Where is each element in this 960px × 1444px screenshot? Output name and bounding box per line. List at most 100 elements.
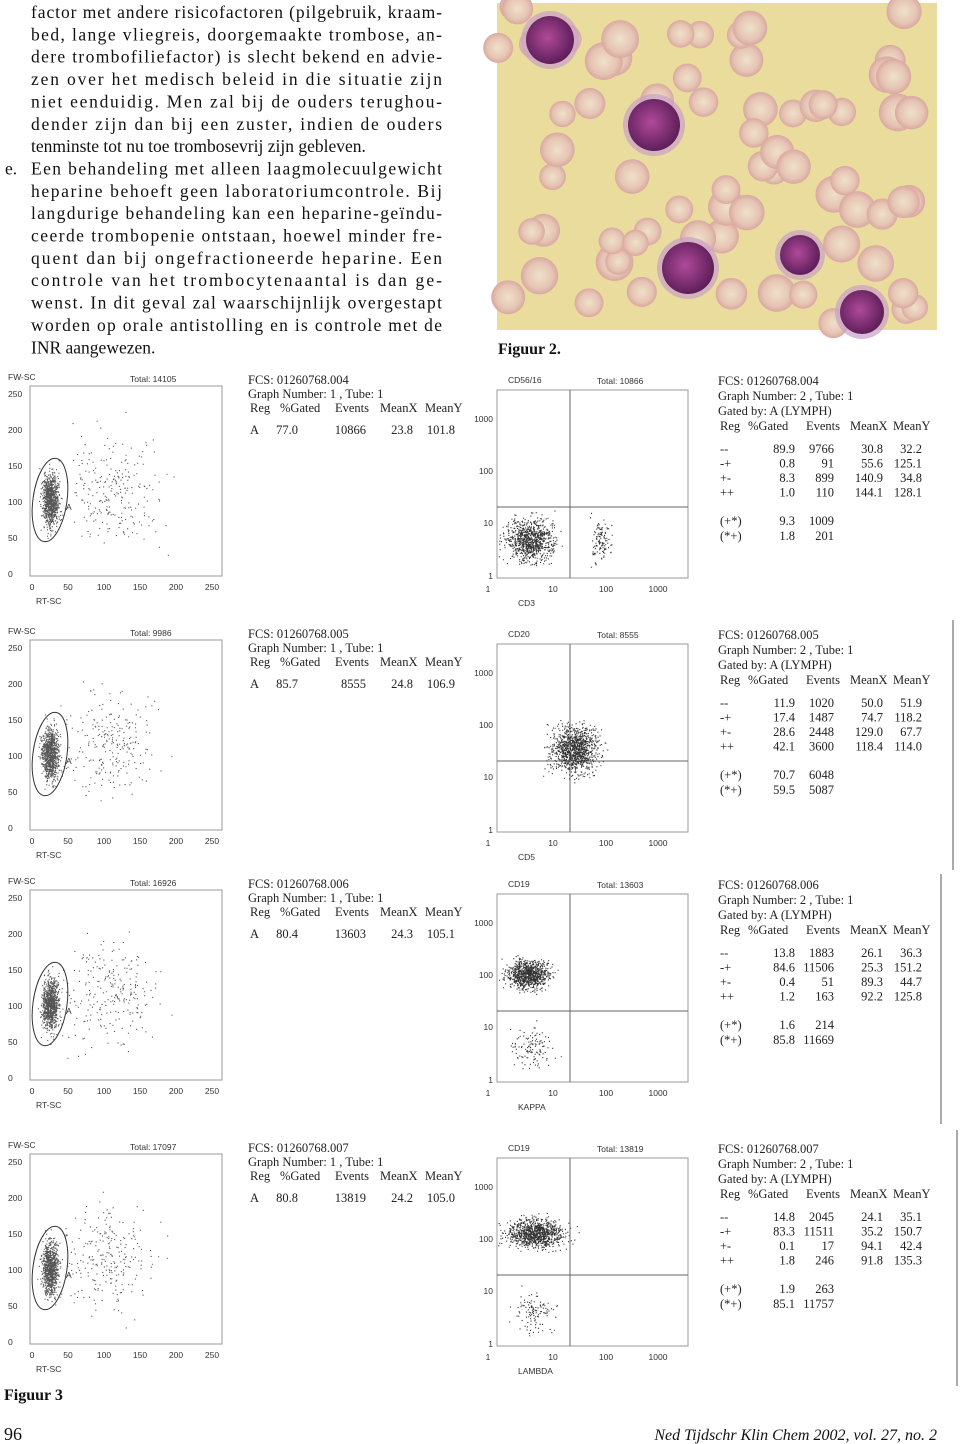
paragraph-line: controle van het trombocytenaantal is da… — [31, 270, 442, 290]
stats-line: Graph Number: 1 , Tube: 1 — [248, 891, 383, 905]
stats-value: +- — [720, 975, 731, 989]
paragraph-line: zen over het medisch beleid in die situa… — [31, 69, 442, 89]
y-tick-label: 50 — [8, 1301, 18, 1311]
y-tick-label: 100 — [8, 751, 22, 761]
stats-value: 106.9 — [427, 677, 455, 691]
x-axis-label: KAPPA — [518, 1102, 546, 1112]
stats-value: 85.1 — [773, 1297, 795, 1311]
stats-value: -+ — [720, 961, 731, 975]
stats-value: 44.7 — [900, 975, 922, 989]
y-tick-label: 50 — [8, 787, 18, 797]
stats-value: 150.7 — [894, 1225, 922, 1239]
stats-value: 92.2 — [861, 990, 883, 1004]
red-cell — [886, 0, 922, 30]
stats-value: 105.0 — [427, 1191, 455, 1205]
stats-value: 80.4 — [276, 927, 299, 941]
x-tick-label: 1 — [486, 838, 491, 848]
stats-header: MeanX — [380, 1169, 418, 1183]
red-cell — [549, 100, 576, 128]
stats-value: 10866 — [335, 423, 366, 437]
stats-line: FCS: 01260768.007 — [718, 1142, 819, 1156]
gate-label: A — [66, 1006, 72, 1016]
red-cell — [626, 276, 657, 307]
red-cell — [776, 149, 811, 184]
x-tick-label: 1000 — [649, 1352, 668, 1362]
total-label: Total: 13819 — [597, 1144, 644, 1154]
stats-header: Events — [335, 655, 369, 669]
stats-header: MeanY — [425, 655, 463, 669]
x-tick-label: 200 — [169, 836, 183, 846]
red-cell — [672, 63, 702, 93]
red-cell — [539, 163, 566, 191]
x-tick-label: 250 — [205, 1350, 219, 1360]
stats-value: 89.9 — [773, 442, 795, 456]
x-tick-label: 50 — [63, 1350, 73, 1360]
stats-header: MeanX — [380, 655, 418, 669]
y-tick-label: 100 — [479, 466, 493, 476]
red-cell — [789, 280, 818, 309]
stats-line: Graph Number: 2 , Tube: 1 — [718, 1157, 853, 1171]
y-tick-label: 0 — [8, 569, 13, 579]
y-tick-label: 250 — [8, 1157, 22, 1167]
stats-value: 140.9 — [855, 471, 883, 485]
y-tick-label: 10 — [484, 1286, 494, 1296]
stats-value: 118.2 — [894, 711, 922, 725]
stats-header: %Gated — [748, 923, 789, 937]
x-tick-label: 1 — [486, 1352, 491, 1362]
y-tick-label: 100 — [479, 970, 493, 980]
stats-header: MeanX — [850, 923, 888, 937]
x-tick-label: 10 — [548, 1352, 558, 1362]
stats-line: Graph Number: 1 , Tube: 1 — [248, 641, 383, 655]
stats-header: Events — [806, 673, 840, 687]
gate-region — [31, 711, 69, 797]
red-cell — [857, 245, 895, 282]
x-tick-label: 100 — [97, 836, 111, 846]
x-tick-label: 1 — [486, 584, 491, 594]
stats-header: MeanY — [893, 923, 931, 937]
x-tick-label: 100 — [599, 1088, 613, 1098]
scatter-dots — [498, 510, 613, 568]
cell-nucleus — [780, 235, 820, 275]
red-cell — [598, 227, 626, 255]
y-tick-label: 150 — [8, 715, 22, 725]
paragraph-line: quent dan bij ongefractioneerde heparine… — [31, 248, 442, 268]
plot-frame — [29, 1153, 223, 1345]
y-axis-label: FW-SC — [8, 876, 36, 886]
y-axis-label: FW-SC — [8, 626, 36, 636]
stats-header: Reg — [720, 1187, 741, 1201]
stats-value: 8555 — [341, 677, 366, 691]
stats-value: (+*) — [720, 768, 742, 782]
red-cell — [838, 191, 876, 228]
stats-header: Reg — [720, 419, 741, 433]
stats-value: 51.9 — [900, 696, 922, 710]
stats-value: 24.1 — [861, 1210, 883, 1224]
x-tick-label: 0 — [30, 582, 35, 592]
stats-value: 94.1 — [861, 1239, 883, 1253]
x-tick-label: 250 — [205, 1086, 219, 1096]
x-axis-label: RT-SC — [36, 596, 61, 606]
stats-value: 32.2 — [900, 442, 922, 456]
red-cell — [757, 274, 796, 312]
stats-line: FCS: 01260768.005 — [248, 627, 349, 641]
stats-value: +- — [720, 1239, 731, 1253]
stats-header: Reg — [250, 655, 271, 669]
stats-value: ++ — [720, 486, 734, 500]
cell-nucleus — [662, 242, 714, 294]
x-tick-label: 100 — [97, 1086, 111, 1096]
x-tick-label: 50 — [63, 582, 73, 592]
stats-header: %Gated — [748, 673, 789, 687]
stats-value: ++ — [720, 740, 734, 754]
x-tick-label: 100 — [599, 1352, 613, 1362]
stats-value: 1.2 — [779, 990, 795, 1004]
scatter-dots — [37, 1191, 169, 1329]
stats-header: Events — [335, 1169, 369, 1183]
plot-frame — [496, 643, 689, 833]
x-tick-label: 1000 — [649, 584, 668, 594]
stats-header: MeanX — [380, 905, 418, 919]
stats-header: MeanY — [893, 419, 931, 433]
x-tick-label: 0 — [30, 836, 35, 846]
x-tick-label: 150 — [133, 1350, 147, 1360]
scatter-dots — [498, 1212, 580, 1337]
stats-header: MeanX — [850, 1187, 888, 1201]
gate-label: A — [66, 502, 72, 512]
